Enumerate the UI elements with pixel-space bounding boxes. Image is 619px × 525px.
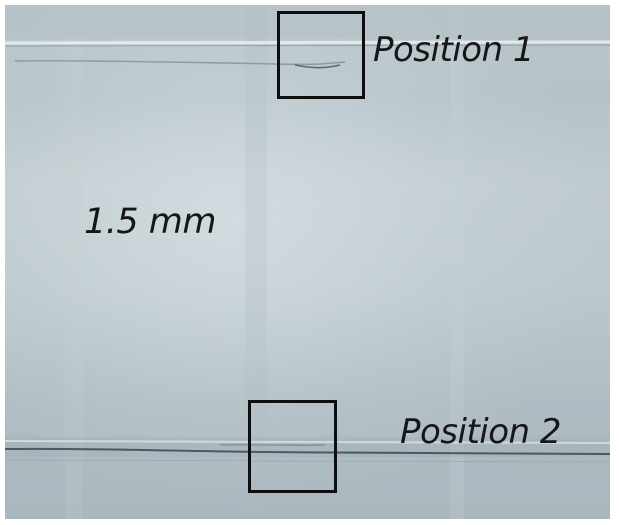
bottom-fold-highlight xyxy=(5,440,610,444)
top-crack-dark xyxy=(294,64,341,69)
bottom-crack-upper xyxy=(219,444,326,446)
sheet-texture xyxy=(5,5,610,519)
bottom-crack xyxy=(5,447,610,455)
vertical-streak xyxy=(245,5,267,519)
position-1-box xyxy=(277,11,365,99)
top-crack xyxy=(14,60,346,66)
position-2-box xyxy=(248,400,337,493)
vertical-streak xyxy=(65,5,83,519)
top-fold-line xyxy=(5,44,610,47)
top-band xyxy=(5,5,610,39)
position-1-label: Position 1 xyxy=(373,30,535,70)
thickness-label: 1.5 mm xyxy=(84,202,216,242)
position-2-label: Position 2 xyxy=(400,412,562,452)
top-fold-highlight xyxy=(5,40,610,45)
vertical-streak xyxy=(450,5,464,519)
metal-sheet-photo xyxy=(5,5,610,519)
bottom-fold-shadow xyxy=(5,459,610,463)
